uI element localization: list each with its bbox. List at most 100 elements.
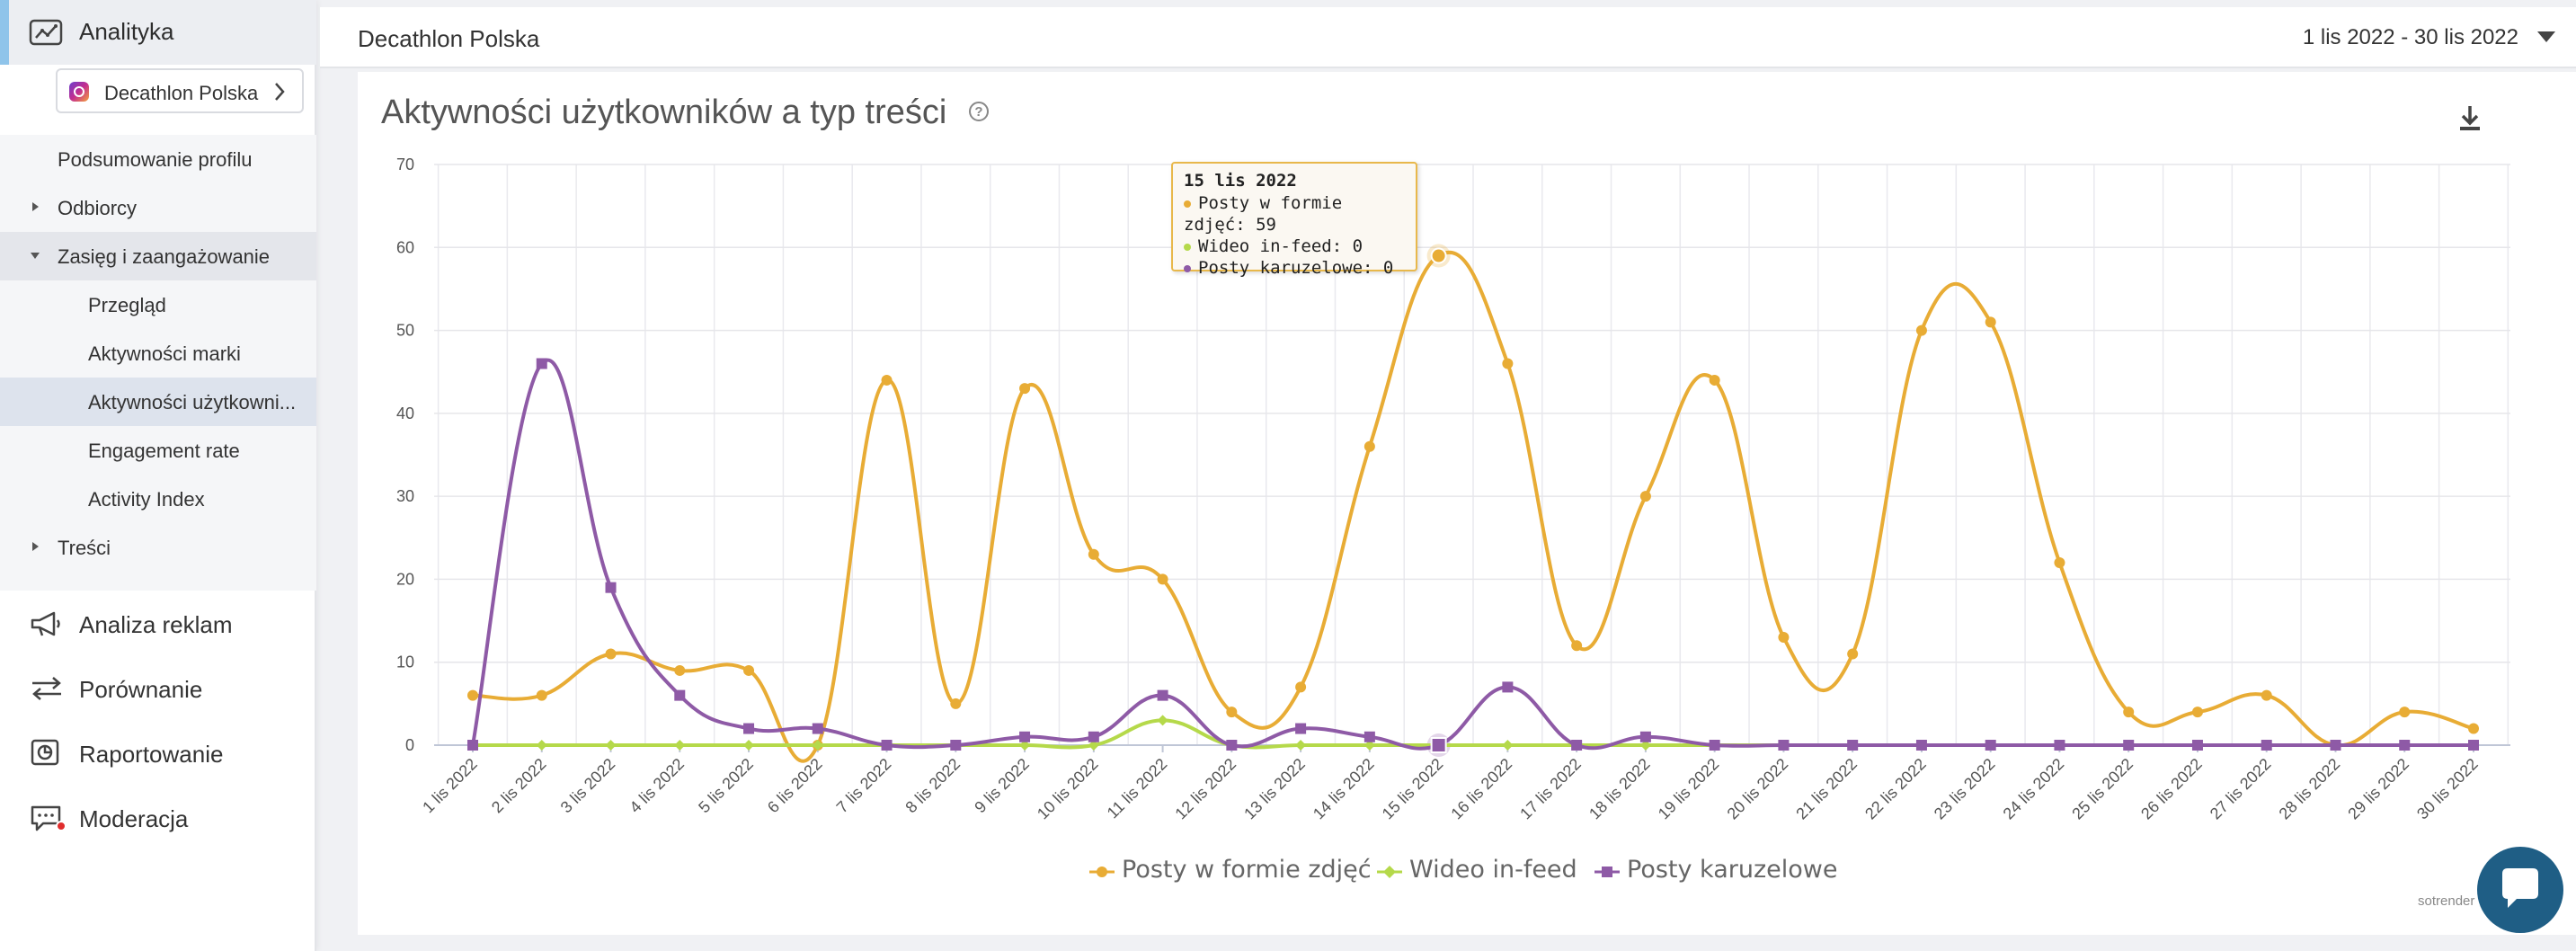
tooltip-row: Wideo in-feed: 0 xyxy=(1184,236,1405,257)
data-point-carousel xyxy=(1915,740,1927,751)
notification-dot xyxy=(56,821,67,831)
x-tick-label: 26 lis 2022 xyxy=(2137,755,2206,823)
y-tick-label: 0 xyxy=(405,736,414,754)
data-point-carousel xyxy=(2468,740,2479,751)
x-tick-label: 17 lis 2022 xyxy=(1516,755,1585,823)
submenu-activity-index[interactable]: Activity Index xyxy=(0,475,316,523)
caret-down-icon[interactable] xyxy=(2536,31,2556,43)
x-tick-label: 24 lis 2022 xyxy=(2000,755,2068,823)
nav-item-label: Analityka xyxy=(79,18,174,45)
data-point-photo xyxy=(1571,640,1583,652)
submenu-overview[interactable]: Przegląd xyxy=(0,280,316,329)
nav-item-ads[interactable]: Analiza reklam xyxy=(0,597,316,651)
data-point-video xyxy=(1502,740,1514,751)
report-icon xyxy=(31,739,59,766)
submenu-reach[interactable]: Zasięg i zaangażowanie xyxy=(0,232,316,280)
nav-item-label: Moderacja xyxy=(79,805,189,832)
submenu-summary[interactable]: Podsumowanie profilu xyxy=(0,135,316,183)
legend-label: Posty karuzelowe xyxy=(1627,856,1838,884)
data-point-video xyxy=(1088,740,1099,751)
submenu-label: Aktywności marki xyxy=(88,342,241,365)
data-point-photo xyxy=(743,664,755,676)
data-point-video xyxy=(812,740,823,751)
data-point-video xyxy=(1639,740,1651,751)
x-tick-label: 13 lis 2022 xyxy=(1240,755,1309,823)
data-point-video xyxy=(1157,715,1168,726)
legend-circle-icon xyxy=(1089,867,1115,877)
data-point-carousel xyxy=(2191,740,2203,751)
x-tick-label: 21 lis 2022 xyxy=(1792,755,1861,823)
nav-item-moderation[interactable]: Moderacja xyxy=(0,791,316,845)
data-point-video xyxy=(674,740,686,751)
x-tick-label: 14 lis 2022 xyxy=(1310,755,1378,823)
submenu-label: Zasięg i zaangażowanie xyxy=(58,245,271,268)
arrows-swap-icon xyxy=(32,677,61,700)
data-point-video xyxy=(536,740,547,751)
y-tick-label: 30 xyxy=(396,487,414,505)
data-point-photo xyxy=(2123,707,2135,718)
submenu-user-activities[interactable]: Aktywności użytkowni... xyxy=(0,378,316,426)
data-point-video xyxy=(1364,740,1375,751)
data-point-carousel xyxy=(1295,723,1307,734)
x-tick-label: 4 lis 2022 xyxy=(626,755,688,817)
download-icon[interactable] xyxy=(2457,104,2483,131)
data-point-carousel xyxy=(2399,740,2411,751)
header-profile-name: Decathlon Polska xyxy=(358,25,540,52)
submenu-label: Odbiorcy xyxy=(58,197,138,219)
submenu-brand[interactable]: Aktywności marki xyxy=(0,329,316,378)
chat-button[interactable] xyxy=(2477,847,2563,933)
submenu-label: Treści xyxy=(58,537,111,559)
legend-square-icon xyxy=(1594,867,1620,877)
video-dot-icon xyxy=(1184,243,1191,251)
submenu-content[interactable]: Treści xyxy=(0,523,316,572)
data-point-photo xyxy=(1226,707,1238,718)
data-point-photo xyxy=(674,664,686,676)
data-point-video xyxy=(1295,740,1307,751)
legend-label: Wideo in-feed xyxy=(1409,856,1577,884)
data-point-carousel xyxy=(1985,740,1996,751)
legend-diamond-icon xyxy=(1377,866,1402,878)
nav-item-label: Porównanie xyxy=(79,676,203,703)
data-point-photo xyxy=(950,698,962,709)
tooltip-row: Posty karuzelowe: 0 xyxy=(1184,257,1405,279)
data-point-carousel xyxy=(950,740,962,751)
data-point-carousel xyxy=(1430,737,1447,753)
y-tick-label: 50 xyxy=(396,322,414,340)
data-point-carousel xyxy=(1571,740,1583,751)
data-point-photo xyxy=(1430,247,1447,264)
data-point-photo xyxy=(1709,374,1720,386)
data-point-photo xyxy=(2261,689,2272,701)
photo-dot-icon xyxy=(1184,200,1191,208)
data-point-photo xyxy=(467,689,478,701)
card-title: Aktywności użytkowników a typ treści xyxy=(381,93,947,131)
data-point-carousel xyxy=(674,689,686,701)
carousel-dot-icon xyxy=(1184,264,1191,272)
nav-item-compare[interactable]: Porównanie xyxy=(0,662,316,715)
plot-area xyxy=(434,164,2510,745)
tooltip-row-text: Posty w formie zdjęć: 59 xyxy=(1184,193,1343,235)
line-chart: 0 10 20 30 40 50 60 70 1 lis 2022 2 lis 2022 3 lis… xyxy=(396,156,2510,823)
help-icon[interactable]: ? xyxy=(969,102,989,121)
x-tick-label: 16 lis 2022 xyxy=(1447,755,1515,823)
nav-item-reports[interactable]: Raportowanie xyxy=(0,726,316,780)
data-point-carousel xyxy=(2261,740,2272,751)
data-point-photo xyxy=(605,648,617,660)
data-point-carousel xyxy=(467,740,478,751)
submenu-label: Activity Index xyxy=(88,488,205,511)
date-range-picker[interactable]: 1 lis 2022 - 30 lis 2022 xyxy=(2302,25,2518,49)
y-tick-label: 10 xyxy=(396,653,414,671)
submenu-engagement[interactable]: Engagement rate xyxy=(0,426,316,475)
submenu-label: Przegląd xyxy=(88,294,166,316)
chat-icon xyxy=(2502,868,2538,908)
x-tick-label: 1 lis 2022 xyxy=(419,755,481,817)
data-point-carousel xyxy=(605,582,617,593)
tooltip-title: 15 lis 2022 xyxy=(1184,171,1297,191)
data-point-photo xyxy=(881,374,893,386)
tooltip-row-text: Posty karuzelowe: 0 xyxy=(1198,258,1394,278)
nav-item-analytics[interactable]: Analityka xyxy=(0,0,316,65)
profile-selector[interactable]: Decathlon Polska xyxy=(56,68,304,113)
y-tick-label: 20 xyxy=(396,570,414,588)
top-header: Decathlon Polska 1 lis 2022 - 30 lis 202… xyxy=(320,7,2576,68)
x-tick-label: 20 lis 2022 xyxy=(1724,755,1792,823)
submenu-audience[interactable]: Odbiorcy xyxy=(0,183,316,232)
